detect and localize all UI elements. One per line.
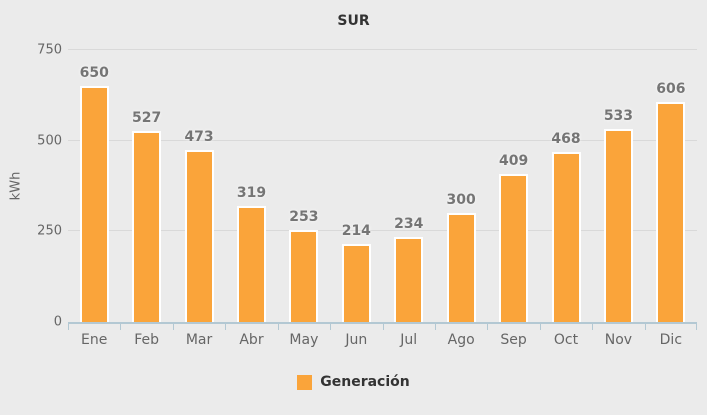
bar-dic[interactable] [656,102,686,322]
bar-column-sep: 409 [487,50,539,322]
axis-tick-mark [172,322,174,330]
y-tick-label: 250 [37,223,62,239]
x-axis-ticks [68,322,697,330]
bar-jun[interactable] [341,244,371,322]
axis-tick-mark [487,322,489,330]
bar-feb[interactable] [132,131,162,322]
value-label: 468 [551,131,581,147]
bar-column-nov: 533 [592,50,644,322]
x-tick-label: Mar [185,332,213,348]
value-label: 527 [132,110,162,126]
chart-title: SUR [337,13,370,29]
y-tick-label: 500 [37,133,62,149]
y-tick-label: 0 [53,314,62,330]
x-tick-label: Nov [604,332,633,348]
axis-tick-mark [330,322,332,330]
axis-tick-mark [120,322,122,330]
bar-column-ago: 300 [435,50,487,322]
bar-mar[interactable] [184,150,214,322]
x-tick-label: Dic [659,332,683,348]
x-tick-label: Abr [239,332,264,348]
gridline [68,49,697,50]
bar-column-jul: 234 [383,50,435,322]
bar-column-may: 253 [278,50,330,322]
bar-jul[interactable] [394,237,424,322]
bar-sep[interactable] [499,174,529,322]
bar-abr[interactable] [236,206,266,322]
y-tick-label: 750 [37,42,62,58]
bar-column-abr: 319 [225,50,277,322]
axis-tick-mark [434,322,436,330]
x-tick-label: Jul [400,332,418,348]
axis-tick-mark [696,322,697,330]
value-label: 214 [341,223,371,239]
bar-may[interactable] [289,230,319,322]
axis-tick-mark [277,322,279,330]
value-label: 533 [603,108,634,124]
bar-nov[interactable] [603,129,633,322]
gridline [68,139,697,141]
value-label: 319 [236,185,267,201]
value-label: 234 [394,216,424,232]
value-label: 409 [498,153,529,169]
legend-item-generacion[interactable]: Generación [0,374,707,390]
x-tick-label: Ene [81,332,108,348]
x-tick-label: Sep [500,332,527,348]
x-tick-label: Jun [345,332,368,348]
value-label: 606 [656,81,686,97]
axis-tick-mark [592,322,594,330]
x-tick-label: May [289,332,319,348]
value-label: 650 [79,65,109,81]
y-axis-title: kWh [8,171,24,201]
bar-columns: 650 527 473 319 253 214 234 300 409 468 533 606 [68,50,697,322]
bar-column-ene: 650 [68,50,120,322]
x-tick-label: Feb [134,332,160,348]
value-label: 473 [184,129,214,145]
x-tick-label: Ago [447,332,475,348]
bar-ene[interactable] [79,86,109,322]
plot-area: 650 527 473 319 253 214 234 300 409 468 533 606 [68,49,697,322]
value-label: 253 [289,209,319,225]
bar-ago[interactable] [446,213,476,322]
legend-swatch-icon [297,374,313,390]
bar-column-feb: 527 [120,50,172,322]
bar-column-oct: 468 [540,50,592,322]
value-label: 300 [446,192,476,208]
legend-label: Generación [320,374,410,390]
axis-tick-mark [68,322,69,330]
axis-tick-mark [644,322,646,330]
gridline [68,230,697,232]
axis-tick-mark [225,322,227,330]
bar-oct[interactable] [551,152,581,322]
bar-column-jun: 214 [330,50,382,322]
x-tick-label: Oct [553,332,579,348]
axis-tick-mark [382,322,384,330]
bar-column-dic: 606 [645,50,697,322]
axis-tick-mark [539,322,541,330]
x-axis-labels: Ene Feb Mar Abr May Jun Jul Ago Sep Oct Nov Dic [68,332,697,348]
bar-column-mar: 473 [173,50,225,322]
